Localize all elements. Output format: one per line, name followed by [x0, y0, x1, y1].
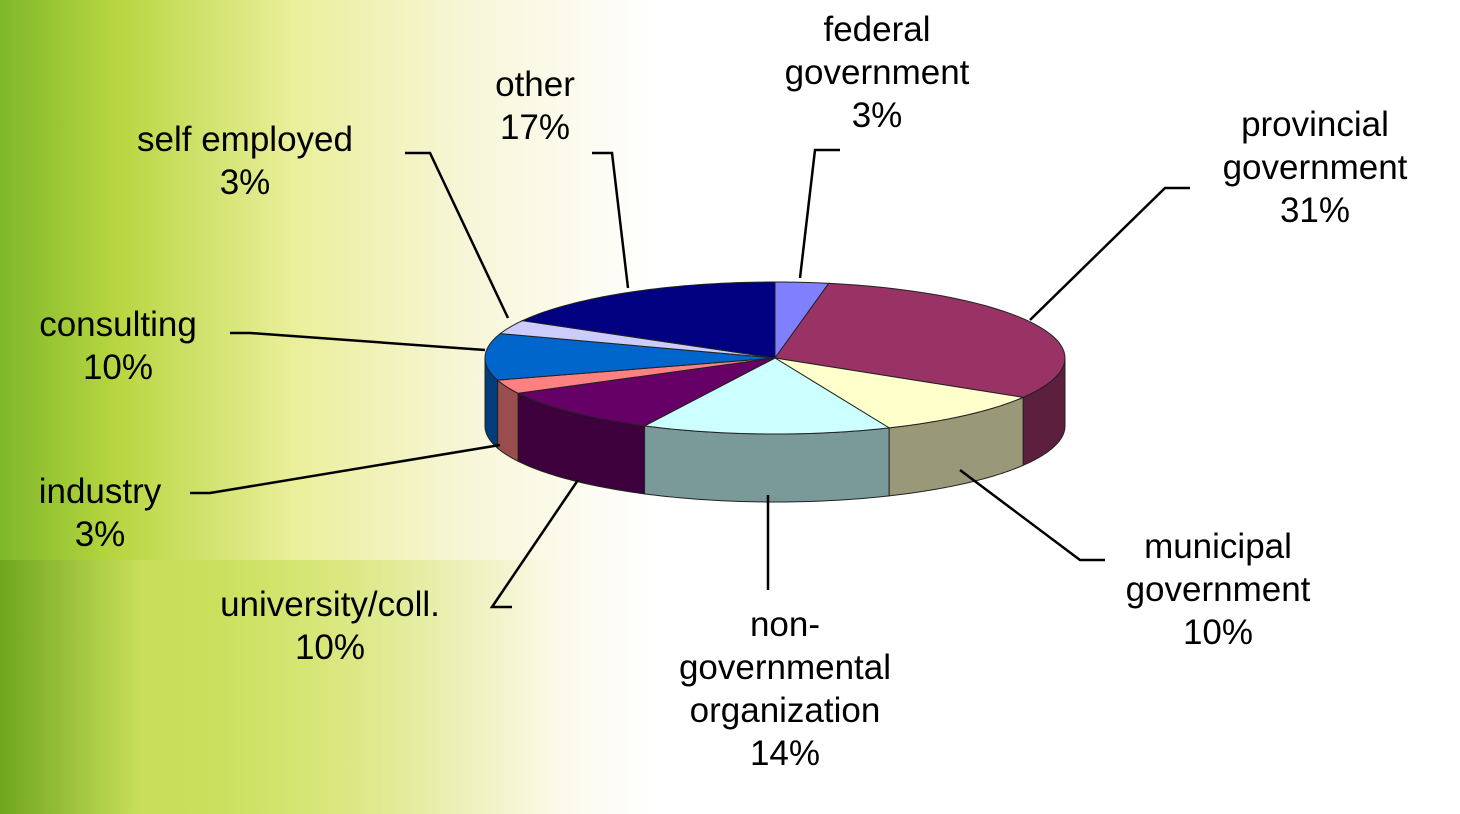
- leader-line: [230, 333, 485, 350]
- leader-line: [800, 150, 840, 278]
- category-label: provincial government: [1165, 103, 1460, 189]
- value-label: 10%: [0, 346, 238, 389]
- category-label: federal government: [742, 8, 1012, 94]
- leader-line: [592, 153, 628, 288]
- value-label: 10%: [160, 626, 500, 669]
- value-label: 14%: [645, 732, 925, 775]
- category-label: municipal government: [1068, 525, 1368, 611]
- leader-line: [492, 480, 578, 607]
- category-label: university/coll.: [160, 583, 500, 626]
- slice-side: [645, 426, 890, 502]
- value-label: 10%: [1068, 611, 1368, 654]
- category-label: non-governmental organization: [645, 603, 925, 732]
- slide: federal government3%provincial governmen…: [0, 0, 1460, 814]
- slice-side: [498, 380, 518, 461]
- category-label: consulting: [0, 303, 238, 346]
- leader-line: [405, 153, 508, 318]
- leader-line: [190, 445, 500, 493]
- data-label: university/coll.10%: [160, 583, 500, 669]
- value-label: 3%: [0, 513, 200, 556]
- category-label: industry: [0, 470, 200, 513]
- value-label: 3%: [742, 94, 1012, 137]
- category-label: self employed: [80, 118, 410, 161]
- value-label: 31%: [1165, 189, 1460, 232]
- value-label: 3%: [80, 161, 410, 204]
- category-label: other: [475, 63, 595, 106]
- value-label: 17%: [475, 106, 595, 149]
